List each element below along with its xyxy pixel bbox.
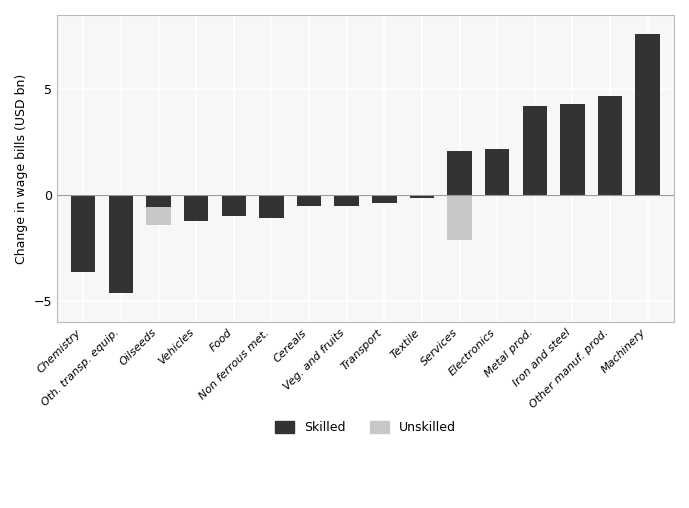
Bar [297, 195, 321, 206]
Legend: Skilled, Unskilled: Skilled, Unskilled [270, 416, 461, 439]
Bar [109, 195, 133, 214]
Bar [334, 195, 359, 206]
Bar [598, 96, 622, 195]
Bar [71, 195, 96, 272]
Bar [109, 195, 133, 293]
Y-axis label: Change in wage bills (USD bn): Change in wage bills (USD bn) [15, 74, 28, 264]
Bar [146, 195, 171, 207]
Bar [222, 195, 246, 213]
Bar [522, 106, 547, 195]
Bar [635, 34, 660, 195]
Bar [71, 195, 96, 227]
Bar [560, 148, 585, 195]
Bar [259, 195, 284, 217]
Bar [485, 172, 509, 195]
Bar [635, 102, 660, 195]
Bar [259, 195, 284, 212]
Bar [410, 195, 434, 198]
Bar [184, 195, 208, 218]
Bar [372, 195, 396, 201]
Bar [447, 151, 472, 195]
Bar [410, 195, 434, 199]
Bar [372, 195, 396, 203]
Bar [447, 195, 472, 240]
Bar [222, 195, 246, 216]
Bar [334, 195, 359, 206]
Bar [598, 142, 622, 195]
Bar [560, 104, 585, 195]
Bar [485, 148, 509, 195]
Bar [522, 148, 547, 195]
Bar [184, 195, 208, 220]
Bar [146, 195, 171, 225]
Bar [297, 195, 321, 206]
